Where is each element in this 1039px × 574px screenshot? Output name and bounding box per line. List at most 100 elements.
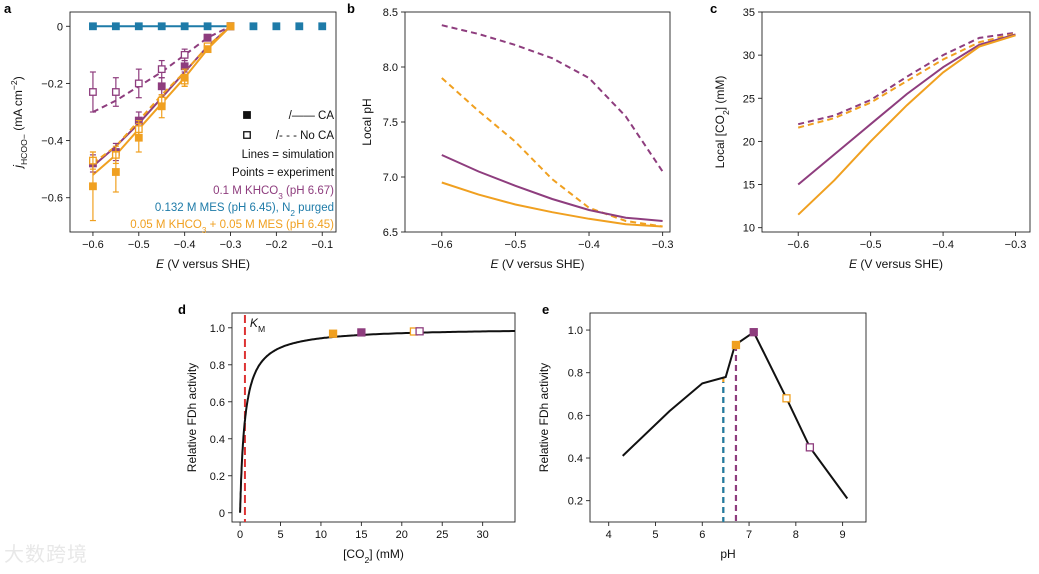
- y-axis-label: Relative FDh activity: [185, 363, 199, 472]
- axes-frame: [69, 11, 337, 233]
- y-tick-label: −0.2: [41, 78, 63, 90]
- y-tick-label: 1.0: [568, 325, 583, 337]
- data-point-blue: [111, 22, 120, 31]
- x-tick-label: −0.5: [505, 239, 527, 251]
- series-line-purple: [441, 154, 663, 222]
- legend-noca-marker: [243, 131, 251, 139]
- x-tick-label: −0.6: [431, 239, 453, 251]
- data-point-blue: [249, 22, 258, 31]
- data-point-orange: [731, 340, 741, 350]
- x-tick-label: −0.1: [311, 239, 333, 251]
- data-point-purple: [157, 65, 166, 74]
- y-tick-label: 0.4: [568, 453, 583, 465]
- y-axis-label: Local pH: [360, 98, 374, 145]
- axes-frame: [231, 312, 516, 523]
- x-tick-label: 0: [237, 529, 243, 541]
- data-point-blue: [134, 22, 143, 31]
- data-point-blue: [295, 22, 304, 31]
- data-point-purple: [134, 79, 143, 88]
- x-tick-label: 9: [840, 529, 846, 541]
- x-tick-label: −0.5: [128, 239, 150, 251]
- y-tick-label: 7.0: [383, 172, 398, 184]
- x-tick-label: −0.5: [860, 239, 882, 251]
- data-point-purple: [111, 88, 120, 96]
- panel-b: −0.6 −0.5 −0.4 −0.3 6.5 7.0 7.5 8.0 8.5 b E (V ver…: [347, 1, 673, 271]
- series-line-purple: [797, 31, 1016, 126]
- data-point-orange: [203, 45, 212, 54]
- x-axis-label: E (V versus SHE): [490, 257, 584, 271]
- x-tick-label: 20: [396, 529, 408, 541]
- y-tick-label: 25: [743, 93, 755, 105]
- data-point-blue: [272, 22, 281, 31]
- data-point-purple: [157, 82, 166, 91]
- legend-lines-text: Lines = simulation: [242, 149, 334, 161]
- legend-noca-text: /- - - No CA: [276, 130, 334, 142]
- panel-letter: d: [178, 302, 186, 317]
- y-tick-label: 8.5: [383, 7, 398, 19]
- axes-frame: [404, 11, 671, 233]
- legend-series-purple: 0.1 M KHCO3 (pH 6.67): [213, 185, 334, 201]
- y-tick-label: 0.2: [568, 496, 583, 508]
- series-line-purple: [441, 24, 664, 173]
- y-tick-label: 10: [743, 223, 755, 235]
- y-tick-label: 6.5: [383, 227, 398, 239]
- x-tick-label: −0.3: [1005, 239, 1027, 251]
- data-point-orange: [180, 73, 189, 82]
- panel-d: 0 5 10 15 20 25 30 0 0.2 0.4 0.6 0.8 1.0 d KM [CO2] (mM…: [178, 302, 516, 565]
- data-point-purple: [415, 327, 424, 336]
- x-tick-label: −0.6: [787, 239, 809, 251]
- data-point-orange: [111, 168, 120, 176]
- x-tick-label: 5: [277, 529, 283, 541]
- axes-frame: [589, 312, 867, 523]
- series-line-orange: [441, 181, 663, 228]
- x-tick-label: 25: [436, 529, 448, 541]
- x-tick-label: 4: [606, 529, 612, 541]
- panel-letter: e: [542, 302, 549, 317]
- data-point-orange: [226, 22, 235, 31]
- data-point-orange: [328, 329, 338, 338]
- series-line-purple: [797, 33, 1016, 186]
- data-point-purple: [89, 88, 97, 96]
- data-point-purple: [180, 50, 189, 59]
- data-point-orange: [134, 133, 143, 142]
- x-tick-label: 6: [699, 529, 705, 541]
- data-point-orange: [89, 182, 97, 191]
- legend-series-orange: 0.05 M KHCO3 + 0.05 M MES (pH 6.45): [130, 219, 334, 235]
- watermark-text: 大数跨境: [4, 542, 88, 566]
- axes-frame: [761, 11, 1031, 233]
- x-tick-label: −0.4: [174, 239, 196, 251]
- y-tick-label: −0.4: [41, 136, 63, 148]
- x-tick-label: 10: [315, 529, 327, 541]
- x-axis-label: pH: [720, 547, 735, 561]
- panel-letter: a: [4, 1, 12, 16]
- x-axis-label: E (V versus SHE): [156, 257, 250, 271]
- y-tick-label: 1.0: [210, 323, 225, 335]
- x-tick-label: 15: [355, 529, 367, 541]
- data-point-purple: [805, 443, 815, 452]
- mm-curve: [239, 330, 515, 513]
- x-tick-label: 8: [793, 529, 799, 541]
- panel-letter: c: [710, 1, 717, 16]
- x-axis-label: E (V versus SHE): [849, 257, 943, 271]
- data-point-purple: [203, 33, 212, 42]
- y-tick-label: 15: [743, 180, 755, 192]
- y-tick-label: 7.5: [383, 117, 398, 129]
- series-line-orange: [441, 77, 663, 228]
- y-tick-label: 0.8: [210, 360, 225, 372]
- y-tick-label: 0.8: [568, 368, 583, 380]
- x-tick-label: 7: [746, 529, 752, 541]
- y-tick-label: 8.0: [383, 62, 398, 74]
- data-point-purple: [357, 328, 366, 337]
- y-axis-label: Local [CO2] (mM): [713, 76, 731, 169]
- x-tick-label: −0.3: [220, 239, 242, 251]
- y-tick-label: 0.2: [210, 471, 225, 483]
- data-point-blue: [318, 22, 327, 31]
- panel-a: −0.6 −0.5 −0.4 −0.3 −0.2 −0.1 0 −0.2 −0.4 −0.6 a E …: [4, 1, 337, 271]
- x-axis-label: [CO2] (mM): [343, 547, 404, 565]
- legend-ca-text: /—— CA: [289, 110, 335, 122]
- x-tick-label: −0.4: [932, 239, 954, 251]
- y-tick-label: 30: [743, 50, 755, 62]
- series-line-orange: [797, 34, 1016, 216]
- x-tick-label: 30: [477, 529, 489, 541]
